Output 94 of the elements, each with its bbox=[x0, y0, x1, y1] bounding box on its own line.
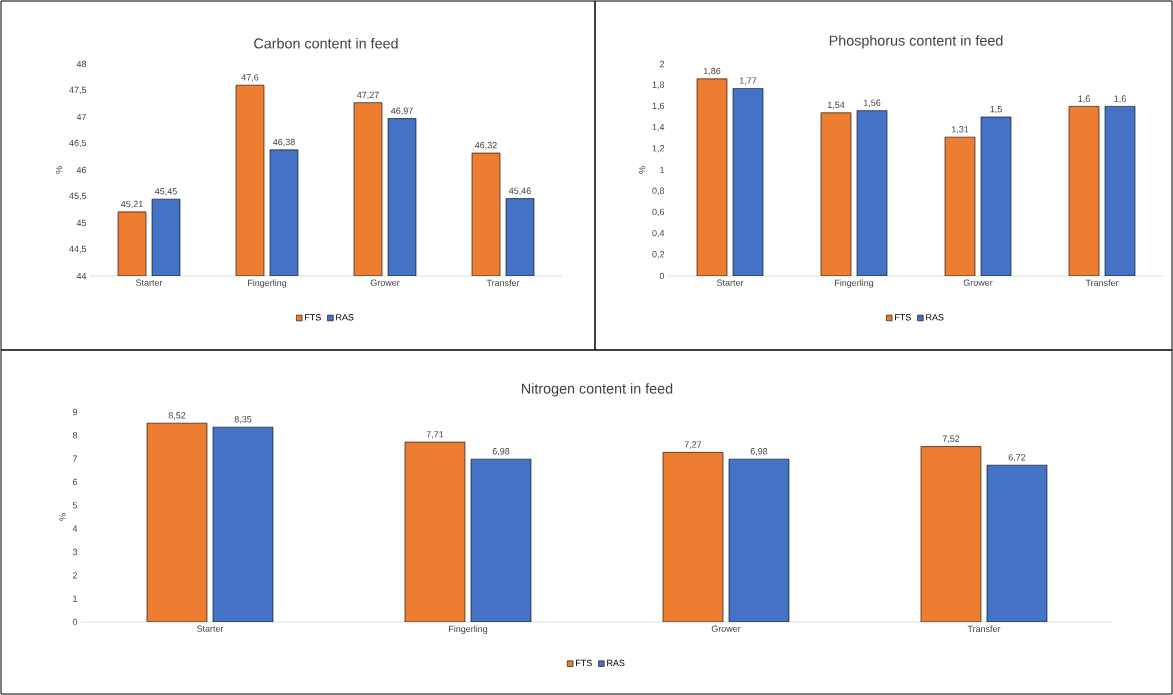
data-label: 45,46 bbox=[508, 187, 531, 195]
y-tick-label: 2 bbox=[72, 572, 78, 579]
y-tick-label: 1 bbox=[660, 166, 665, 174]
x-tick-label: Starter bbox=[716, 279, 744, 286]
data-label: 8,52 bbox=[168, 412, 186, 420]
x-tick-label: Starter bbox=[196, 625, 224, 632]
y-tick-label: 48 bbox=[76, 60, 87, 68]
data-label: 45,21 bbox=[120, 200, 143, 209]
bar bbox=[986, 464, 1048, 622]
y-tick-label: 5 bbox=[72, 502, 78, 509]
y-tick-label: 4 bbox=[72, 525, 78, 532]
x-tick-label: Starter bbox=[135, 279, 163, 286]
chart-title: Phosphorus content in feed bbox=[829, 35, 1003, 49]
x-tick-label: Grower bbox=[963, 279, 993, 286]
data-label: 45,45 bbox=[154, 188, 177, 196]
y-tick-label: 0 bbox=[659, 272, 665, 280]
y-tick-label: 9 bbox=[72, 408, 78, 416]
data-label: 1,56 bbox=[863, 99, 881, 108]
y-tick-label: 45 bbox=[76, 219, 87, 227]
data-label: 7,27 bbox=[684, 441, 702, 449]
legend-label: FTS bbox=[576, 659, 592, 667]
y-tick-label: 46 bbox=[76, 166, 87, 174]
y-tick-label: 44 bbox=[76, 272, 87, 280]
legend-label: FTS bbox=[895, 314, 911, 321]
data-label: 6,98 bbox=[492, 448, 510, 456]
data-label: 6,72 bbox=[1008, 454, 1026, 462]
data-label: 7,71 bbox=[426, 431, 444, 439]
bar bbox=[732, 88, 764, 276]
data-label: 1,31 bbox=[951, 126, 969, 134]
data-label: 1,5 bbox=[990, 106, 1002, 114]
y-tick-label: 3 bbox=[72, 548, 78, 556]
data-label: 7,52 bbox=[942, 435, 960, 443]
chart-title: Carbon content in feed bbox=[254, 37, 398, 49]
y-axis-title: % bbox=[59, 513, 66, 521]
bar bbox=[212, 426, 274, 622]
y-tick-label: 7 bbox=[72, 455, 78, 462]
bar bbox=[920, 446, 982, 622]
y-tick-label: 0,8 bbox=[652, 187, 665, 195]
bar bbox=[980, 116, 1012, 276]
data-label: 8,35 bbox=[234, 416, 252, 424]
data-label: 6,98 bbox=[750, 448, 768, 456]
data-label: 46,97 bbox=[390, 107, 413, 115]
legend-label: RAS bbox=[607, 659, 625, 667]
y-axis-title: % bbox=[55, 166, 63, 174]
bar bbox=[1068, 106, 1100, 276]
y-axis-title: % bbox=[638, 166, 646, 174]
bar bbox=[404, 441, 466, 622]
data-label: 1,77 bbox=[739, 77, 757, 85]
y-tick-label: 0,4 bbox=[652, 229, 665, 238]
data-label: 1,6 bbox=[1078, 95, 1090, 103]
y-tick-label: 0,6 bbox=[652, 208, 665, 217]
y-tick-label: 1,6 bbox=[652, 102, 665, 111]
bar bbox=[470, 458, 532, 622]
chart-title: Nitrogen content in feed bbox=[521, 383, 673, 397]
x-tick-label: Fingerling bbox=[248, 279, 287, 288]
y-tick-label: 1,8 bbox=[652, 81, 665, 89]
bar bbox=[820, 112, 852, 276]
x-tick-label: Transfer bbox=[967, 625, 1001, 633]
y-tick-label: 0,2 bbox=[652, 251, 665, 259]
legend-label: RAS bbox=[926, 314, 944, 321]
x-tick-label: Fingerling bbox=[835, 279, 874, 288]
data-label: 46,38 bbox=[272, 138, 295, 147]
data-label: 1,86 bbox=[703, 67, 721, 76]
y-tick-label: 47,5 bbox=[69, 86, 87, 95]
y-tick-label: 1,4 bbox=[652, 123, 665, 132]
bar bbox=[1104, 106, 1136, 276]
data-label: 47,27 bbox=[356, 91, 379, 100]
bar bbox=[856, 110, 888, 276]
legend-label: RAS bbox=[336, 314, 354, 321]
bar bbox=[696, 78, 728, 276]
y-tick-label: 46,5 bbox=[69, 139, 87, 148]
x-tick-label: Transfer bbox=[1085, 279, 1119, 287]
data-label: 1,6 bbox=[1114, 95, 1126, 103]
y-tick-label: 47 bbox=[76, 113, 87, 121]
x-tick-label: Transfer bbox=[486, 279, 520, 287]
y-tick-label: 1 bbox=[73, 595, 78, 602]
data-label: 46,32 bbox=[474, 142, 497, 150]
legend-label: FTS bbox=[305, 314, 321, 321]
y-tick-label: 44,5 bbox=[69, 245, 87, 254]
bar bbox=[662, 452, 724, 622]
bar bbox=[728, 458, 790, 622]
data-label: 47,6 bbox=[241, 74, 259, 82]
bar bbox=[146, 422, 208, 622]
y-tick-label: 8 bbox=[72, 432, 78, 439]
bar bbox=[944, 136, 976, 276]
y-tick-label: 0 bbox=[72, 618, 78, 626]
data-label: 1,54 bbox=[827, 101, 845, 110]
x-tick-label: Fingerling bbox=[449, 625, 488, 634]
y-tick-label: 45,5 bbox=[69, 192, 87, 201]
x-tick-label: Grower bbox=[370, 279, 400, 286]
x-tick-label: Grower bbox=[711, 625, 741, 632]
y-tick-label: 6 bbox=[72, 478, 78, 486]
y-tick-label: 1,2 bbox=[652, 145, 665, 153]
y-tick-label: 2 bbox=[659, 60, 665, 68]
